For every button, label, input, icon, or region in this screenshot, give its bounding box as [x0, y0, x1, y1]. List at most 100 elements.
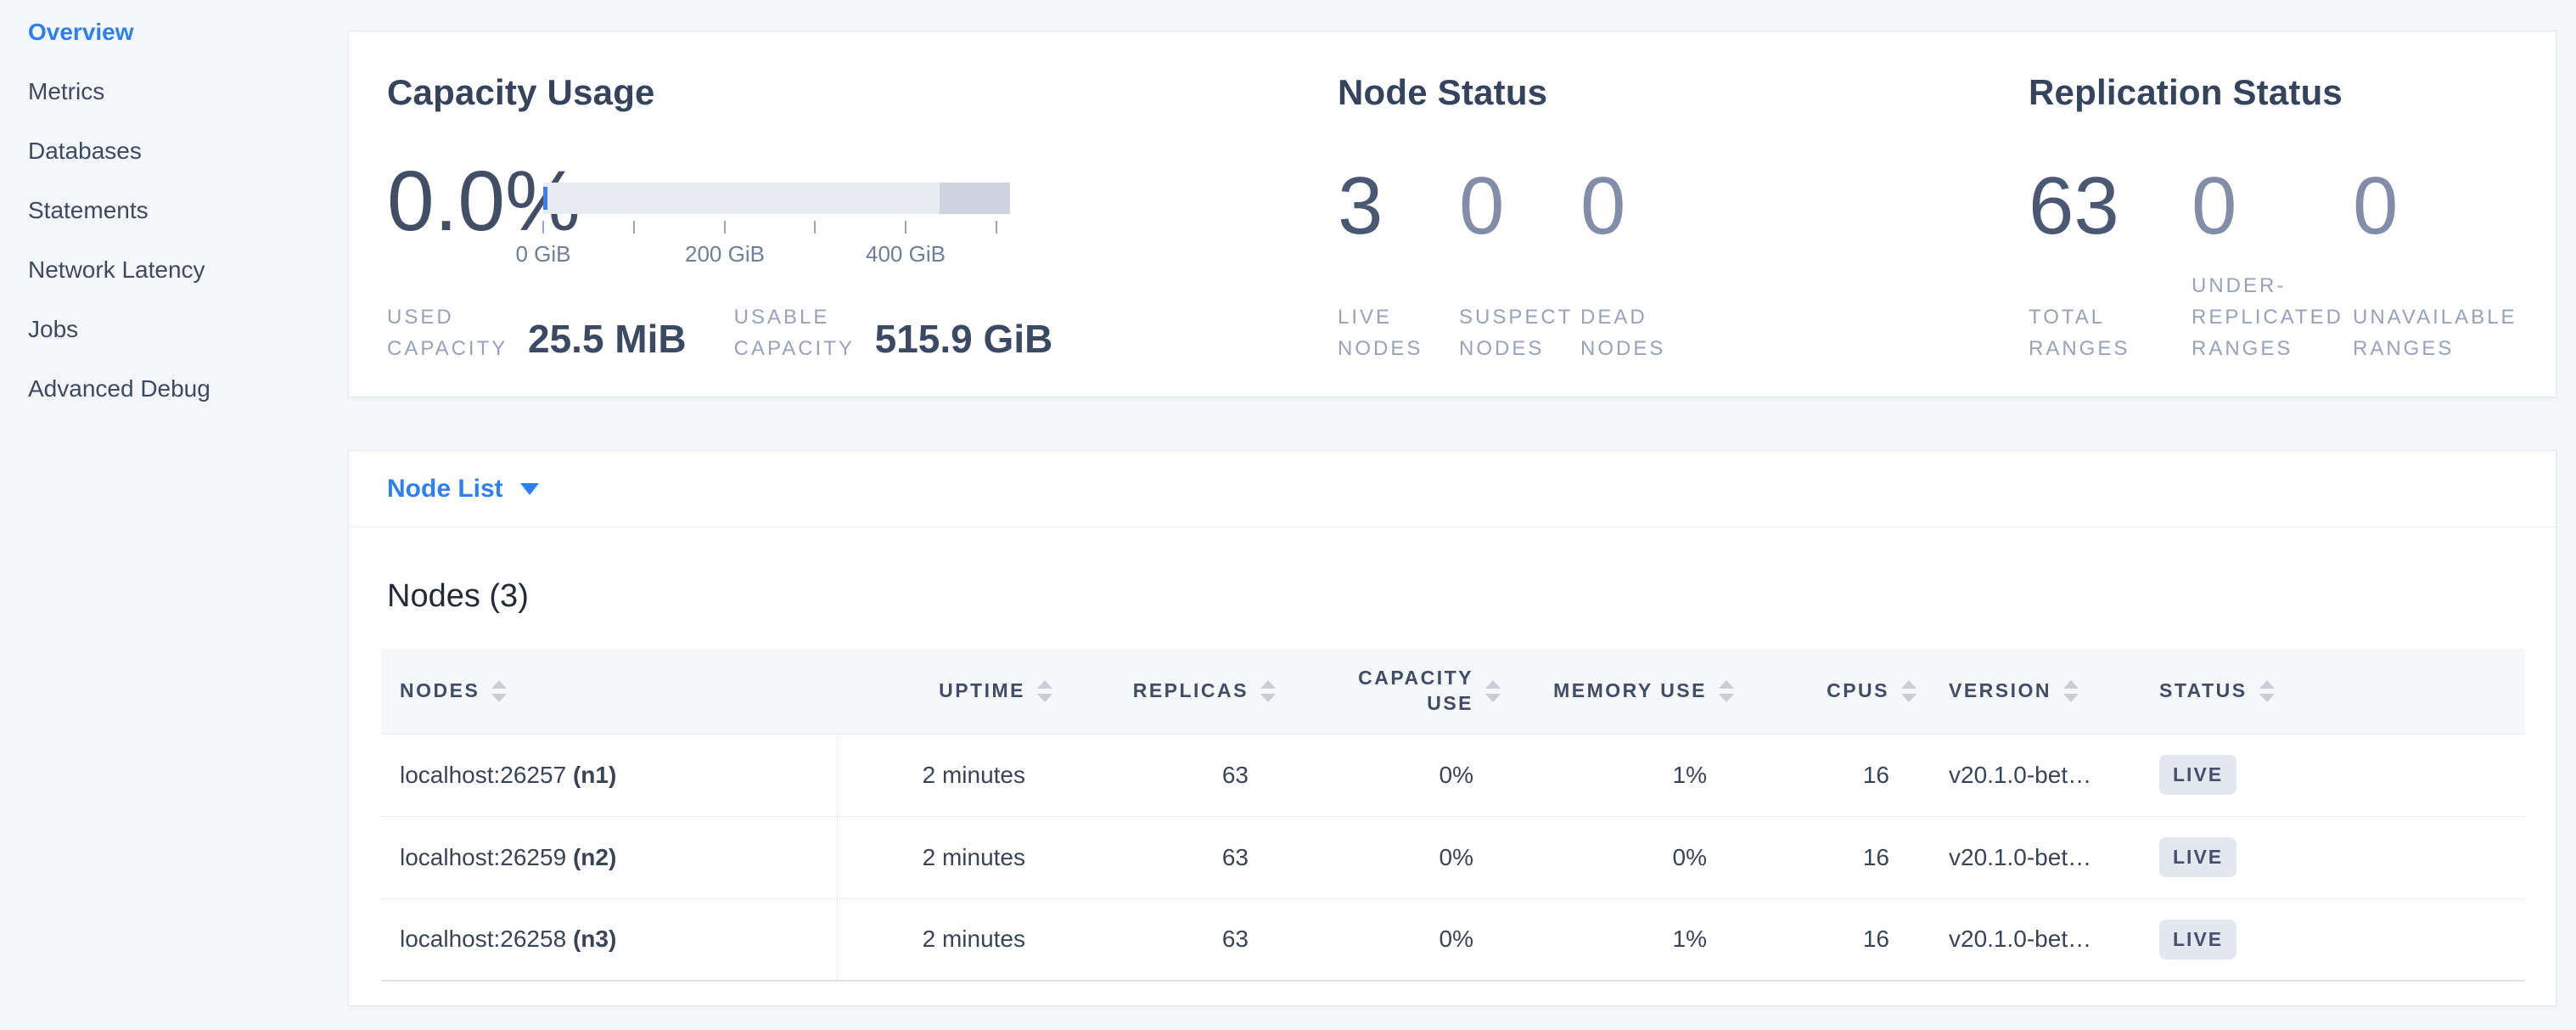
chevron-down-icon [519, 482, 539, 495]
node-status-values: 3 0 0 [1338, 166, 1702, 247]
column-header-status[interactable]: STATUS [2134, 649, 2525, 735]
node-address-cell: localhost:26257 (n1) [381, 734, 838, 817]
live-nodes-value: 3 [1338, 160, 1383, 251]
column-label: MEMORY USE [1553, 679, 1707, 702]
node-list-dropdown[interactable]: Node List [387, 475, 539, 504]
memory-use-cell: 1% [1514, 898, 1748, 982]
view-selector-row: Node List [349, 451, 2556, 527]
sidebar-item-advanced-debug[interactable]: Advanced Debug [28, 375, 210, 402]
memory-use-cell: 0% [1514, 816, 1748, 899]
column-label: NODES [400, 679, 480, 702]
capacity-usage-title: Capacity Usage [387, 72, 655, 112]
replication-status-values: 63 0 0 [2029, 166, 2523, 247]
cpus-cell: 16 [1748, 898, 1930, 982]
sort-icon [1037, 679, 1052, 702]
sidebar-item-jobs[interactable]: Jobs [28, 316, 79, 342]
node-id: (n1) [572, 761, 617, 788]
nodes-table-header-row: NODES UPTIME REPLICAS CAPACIT [381, 649, 2525, 735]
sort-icon [1719, 679, 1734, 702]
replicas-cell: 63 [1066, 898, 1289, 982]
cpus-cell: 16 [1748, 816, 1930, 899]
capacity-gauge-reserved-segment [940, 183, 1010, 214]
used-capacity-label: USED CAPACITY [387, 306, 508, 360]
cpus-cell: 16 [1748, 734, 1930, 817]
replicas-cell: 63 [1066, 734, 1289, 817]
node-list-dropdown-label: Node List [387, 474, 503, 503]
column-header-version[interactable]: VERSION [1930, 649, 2134, 735]
sort-icon [1485, 679, 1501, 702]
dead-nodes-value: 0 [1580, 160, 1626, 251]
uptime-cell: 2 minutes [837, 816, 1066, 899]
status-cell: LIVE [2134, 734, 2525, 817]
gauge-tick [724, 221, 726, 234]
gauge-tick [633, 221, 635, 234]
under-replicated-ranges-label: UNDER-REPLICATED RANGES [2192, 274, 2343, 360]
node-list-panel: Node List Nodes (3) NODES [348, 450, 2556, 1006]
sort-icon [491, 679, 508, 702]
under-replicated-ranges-value: 0 [2192, 160, 2237, 251]
sidebar-item-databases[interactable]: Databases [28, 138, 142, 164]
sort-icon [1260, 679, 1276, 702]
sidebar-item-network-latency[interactable]: Network Latency [28, 256, 205, 283]
replicas-cell: 63 [1066, 816, 1289, 899]
main-content: Capacity Usage 0.0% 0 GiB 200 GiB 400 Gi… [348, 0, 2556, 1006]
column-label: UPTIME [939, 679, 1025, 702]
status-cell: LIVE [2134, 898, 2525, 982]
status-badge: LIVE [2159, 837, 2237, 877]
total-ranges-label: TOTAL RANGES [2029, 306, 2130, 360]
replication-status-labels: TOTAL RANGES UNDER-REPLICATED RANGES UNA… [2029, 270, 2523, 364]
dead-nodes-label: DEAD NODES [1580, 306, 1666, 360]
table-row[interactable]: localhost:26258 (n3) 2 minutes 63 0% 1% … [381, 898, 2525, 982]
sidebar-item-metrics[interactable]: Metrics [28, 78, 105, 104]
column-header-cpus[interactable]: CPUS [1748, 649, 1930, 735]
capacity-usage-section: Capacity Usage 0.0% 0 GiB 200 GiB 400 Gi… [387, 31, 1321, 397]
node-id: (n3) [572, 926, 617, 953]
suspect-nodes-label: SUSPECT NODES [1459, 306, 1573, 360]
uptime-cell: 2 minutes [837, 898, 1066, 982]
column-header-capacity-use[interactable]: CAPACITY USE [1289, 649, 1514, 735]
nodes-table-body: localhost:26257 (n1) 2 minutes 63 0% 1% … [381, 734, 2525, 982]
column-label: VERSION [1949, 679, 2052, 702]
live-nodes-label: LIVE NODES [1338, 306, 1423, 360]
nodes-section-title: Nodes (3) [387, 578, 529, 614]
node-address-cell: localhost:26259 (n2) [381, 816, 838, 899]
gauge-tick [542, 221, 544, 234]
node-status-title: Node Status [1338, 72, 1548, 112]
table-row[interactable]: localhost:26257 (n1) 2 minutes 63 0% 1% … [381, 734, 2525, 817]
sidebar-item-overview[interactable]: Overview [28, 19, 134, 45]
version-cell: v20.1.0-bet… [1930, 898, 2134, 982]
sidebar-item-statements[interactable]: Statements [28, 197, 149, 223]
node-address: localhost:26259 [400, 843, 567, 870]
gauge-tick [905, 221, 906, 234]
column-header-replicas[interactable]: REPLICAS [1066, 649, 1289, 735]
capacity-gauge-used-marker [543, 187, 547, 210]
column-header-uptime[interactable]: UPTIME [837, 649, 1066, 735]
capacity-gauge [543, 183, 1010, 214]
node-id: (n2) [572, 843, 617, 870]
column-label: STATUS [2159, 679, 2248, 702]
usable-capacity-value: 515.9 GiB [874, 317, 1053, 361]
capacity-use-cell: 0% [1289, 734, 1514, 817]
table-row[interactable]: localhost:26259 (n2) 2 minutes 63 0% 0% … [381, 816, 2525, 899]
column-label: CPUS [1827, 679, 1889, 702]
usable-capacity-label: USABLE CAPACITY [733, 306, 855, 360]
replication-status-title: Replication Status [2029, 72, 2343, 112]
capacity-use-cell: 0% [1289, 898, 1514, 982]
status-badge: LIVE [2159, 755, 2237, 795]
cluster-summary-panel: Capacity Usage 0.0% 0 GiB 200 GiB 400 Gi… [348, 31, 2556, 397]
sort-icon [2063, 679, 2079, 702]
used-capacity-value: 25.5 MiB [528, 317, 687, 361]
gauge-tick-label: 400 GiB [866, 241, 946, 267]
total-ranges-value: 63 [2029, 160, 2119, 251]
nodes-section: Nodes (3) NODES UPTIME [349, 527, 2556, 982]
sort-icon [1901, 679, 1917, 702]
gauge-tick-label: 0 GiB [515, 241, 571, 267]
column-label: REPLICAS [1132, 679, 1249, 702]
column-header-nodes[interactable]: NODES [381, 649, 837, 735]
unavailable-ranges-value: 0 [2353, 160, 2399, 251]
column-header-memory-use[interactable]: MEMORY USE [1514, 649, 1748, 735]
uptime-cell: 2 minutes [837, 734, 1066, 817]
node-status-section: Node Status 3 0 0 LIVE NODES SUSPECT NOD… [1338, 31, 2000, 397]
node-address-cell: localhost:26258 (n3) [381, 898, 838, 982]
memory-use-cell: 1% [1514, 734, 1748, 817]
